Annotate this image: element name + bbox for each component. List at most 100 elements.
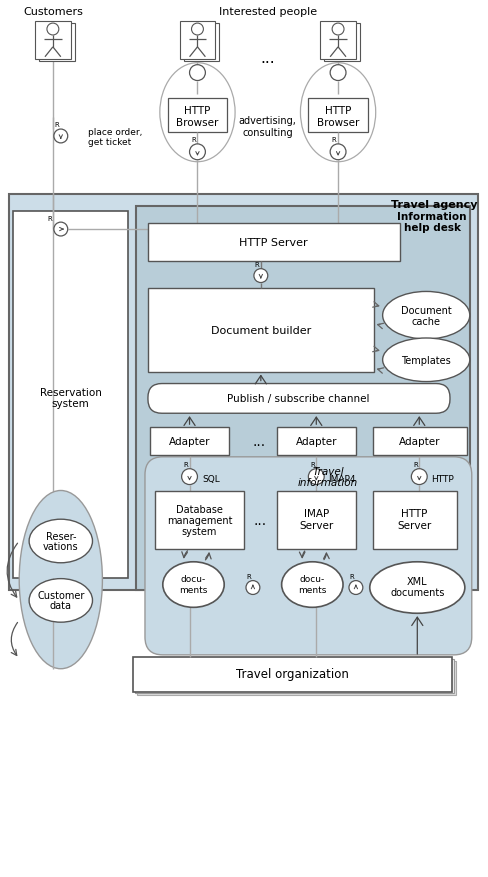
Text: R: R xyxy=(331,137,336,143)
Text: help desk: help desk xyxy=(403,223,460,232)
Ellipse shape xyxy=(163,562,224,608)
Text: HTTP: HTTP xyxy=(324,106,350,116)
Text: HTTP: HTTP xyxy=(184,106,210,116)
Text: Document builder: Document builder xyxy=(210,325,310,336)
Text: Templates: Templates xyxy=(401,355,450,366)
Text: Travel organization: Travel organization xyxy=(236,667,348,681)
Text: documents: documents xyxy=(389,588,444,598)
Text: ...: ... xyxy=(260,51,275,66)
Bar xyxy=(136,207,469,591)
Bar xyxy=(9,196,477,591)
Text: Database: Database xyxy=(176,505,223,515)
Ellipse shape xyxy=(281,562,342,608)
Circle shape xyxy=(329,66,346,82)
Text: Interested people: Interested people xyxy=(218,7,316,18)
Circle shape xyxy=(410,469,427,485)
Circle shape xyxy=(348,581,362,595)
Text: Document: Document xyxy=(400,306,450,316)
Text: Server: Server xyxy=(299,521,333,531)
Text: docu-: docu- xyxy=(181,574,206,583)
Text: advertising,: advertising, xyxy=(238,116,296,126)
Text: cache: cache xyxy=(411,317,440,327)
Text: Adapter: Adapter xyxy=(168,437,210,446)
Text: R: R xyxy=(54,122,59,128)
Text: data: data xyxy=(50,601,72,610)
Text: Adapter: Adapter xyxy=(398,437,439,446)
Ellipse shape xyxy=(29,579,92,623)
Text: Publish / subscribe channel: Publish / subscribe channel xyxy=(227,394,369,404)
Circle shape xyxy=(47,24,59,36)
FancyBboxPatch shape xyxy=(144,457,471,655)
Text: ...: ... xyxy=(252,434,265,448)
Text: system: system xyxy=(182,526,217,537)
Circle shape xyxy=(54,130,68,144)
Bar xyxy=(148,224,400,261)
Text: ments: ments xyxy=(179,585,207,595)
Text: Travel agency: Travel agency xyxy=(390,200,476,210)
Text: R: R xyxy=(254,261,259,267)
Bar xyxy=(308,99,367,132)
Bar xyxy=(276,492,355,549)
Text: IMAP: IMAP xyxy=(303,509,328,518)
Text: Adapter: Adapter xyxy=(295,437,336,446)
Text: R: R xyxy=(191,137,196,143)
Text: R: R xyxy=(47,216,52,222)
Ellipse shape xyxy=(29,519,92,563)
Bar xyxy=(13,212,128,578)
Bar xyxy=(372,492,456,549)
Text: Information: Information xyxy=(397,212,466,222)
Bar xyxy=(183,24,219,61)
Circle shape xyxy=(329,145,346,160)
Text: management: management xyxy=(166,516,232,525)
Text: Customer: Customer xyxy=(37,591,84,601)
Text: R: R xyxy=(309,461,314,467)
Text: Reser-: Reser- xyxy=(45,531,76,541)
Circle shape xyxy=(253,269,267,283)
Text: information: information xyxy=(298,477,358,487)
Circle shape xyxy=(308,469,324,485)
Circle shape xyxy=(54,223,68,237)
Ellipse shape xyxy=(369,562,464,614)
Text: Travel: Travel xyxy=(312,467,343,476)
Text: Server: Server xyxy=(396,521,430,531)
Text: Browser: Browser xyxy=(316,118,359,128)
Text: consulting: consulting xyxy=(242,128,292,138)
Circle shape xyxy=(181,469,197,485)
Text: get ticket: get ticket xyxy=(87,139,130,147)
Text: R: R xyxy=(246,573,251,579)
Circle shape xyxy=(245,581,259,595)
Text: docu-: docu- xyxy=(299,574,325,583)
Ellipse shape xyxy=(160,64,235,162)
Circle shape xyxy=(189,145,205,160)
Bar xyxy=(150,428,229,455)
Text: R: R xyxy=(349,573,354,579)
Circle shape xyxy=(191,24,203,36)
Bar xyxy=(135,660,453,694)
Text: vations: vations xyxy=(43,541,79,552)
Text: ...: ... xyxy=(253,514,266,528)
Text: HTTP Server: HTTP Server xyxy=(239,238,307,247)
Bar xyxy=(320,22,355,60)
Circle shape xyxy=(189,66,205,82)
FancyBboxPatch shape xyxy=(148,384,449,414)
Bar xyxy=(133,657,451,692)
Bar xyxy=(179,22,215,60)
Bar xyxy=(324,24,359,61)
Ellipse shape xyxy=(19,491,102,669)
Bar xyxy=(276,428,355,455)
Bar xyxy=(167,99,227,132)
Bar xyxy=(39,24,75,61)
Text: ments: ments xyxy=(298,585,326,595)
Text: Reservation: Reservation xyxy=(40,388,102,398)
Ellipse shape xyxy=(300,64,375,162)
Text: Browser: Browser xyxy=(176,118,218,128)
Bar xyxy=(148,289,373,372)
Bar xyxy=(372,428,466,455)
Ellipse shape xyxy=(382,292,469,339)
Text: system: system xyxy=(52,399,89,409)
Text: R: R xyxy=(412,461,417,467)
Text: IMAP4: IMAP4 xyxy=(327,474,355,483)
Bar xyxy=(35,22,71,60)
Text: HTTP: HTTP xyxy=(400,509,427,518)
Text: Customers: Customers xyxy=(23,7,82,18)
